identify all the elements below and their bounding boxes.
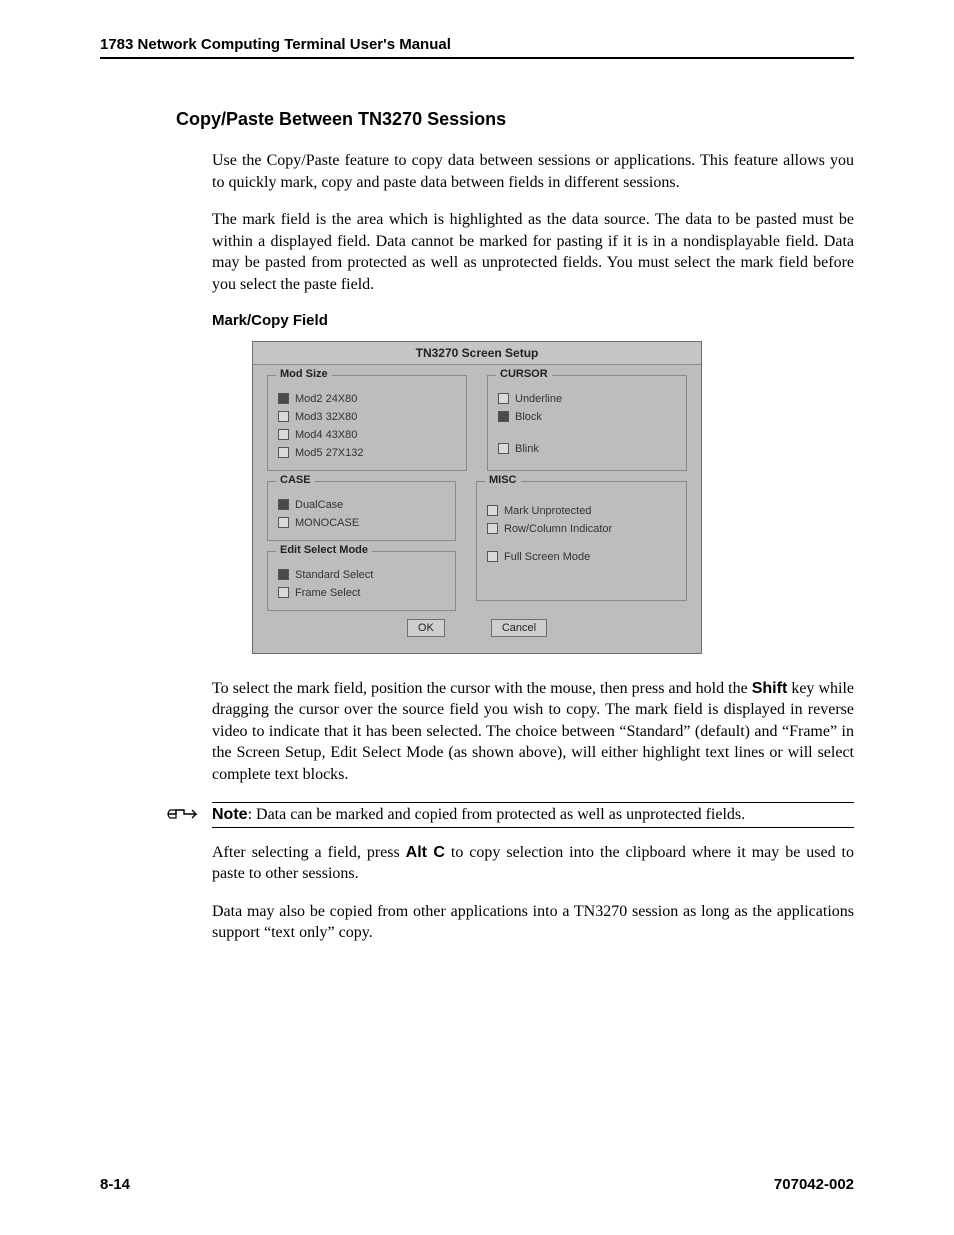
option-full-screen-mode[interactable]: Full Screen Mode (487, 548, 676, 566)
legend-mod-size: Mod Size (276, 368, 332, 380)
note-block: Note: Data can be marked and copied from… (212, 802, 854, 828)
checkbox-icon (487, 551, 498, 562)
dialog-body: Mod Size Mod2 24X80 Mod3 32X80 Mod4 43X8… (253, 365, 701, 653)
page-header: 1783 Network Computing Terminal User's M… (100, 36, 854, 59)
option-blink[interactable]: Blink (498, 440, 676, 458)
option-dualcase[interactable]: DualCase (278, 496, 445, 514)
group-edit-select-mode: Edit Select Mode Standard Select Frame S… (267, 551, 456, 611)
tn3270-screen-setup-dialog: TN3270 Screen Setup Mod Size Mod2 24X80 … (252, 341, 702, 654)
section-heading: Copy/Paste Between TN3270 Sessions (176, 109, 854, 130)
intro-para-1: Use the Copy/Paste feature to copy data … (212, 150, 854, 193)
checkbox-icon (278, 429, 289, 440)
option-monocase[interactable]: MONOCASE (278, 514, 445, 532)
header-title: 1783 Network Computing Terminal User's M… (100, 36, 451, 53)
legend-misc: MISC (485, 474, 521, 486)
option-standard-select[interactable]: Standard Select (278, 566, 445, 584)
legend-cursor: CURSOR (496, 368, 552, 380)
page-number: 8-14 (100, 1176, 130, 1193)
checkbox-icon (487, 505, 498, 516)
intro-para-2: The mark field is the area which is high… (212, 209, 854, 295)
checkbox-icon (278, 411, 289, 422)
checkbox-icon (278, 569, 289, 580)
after-para-1: To select the mark field, position the c… (212, 678, 854, 786)
option-mod2[interactable]: Mod2 24X80 (278, 390, 456, 408)
dialog-button-row: OK Cancel (267, 611, 687, 647)
group-cursor: CURSOR Underline Block Blink (487, 375, 687, 471)
after-para-3: Data may also be copied from other appli… (212, 901, 854, 944)
altc-key-label: Alt C (406, 844, 445, 861)
document-number: 707042-002 (774, 1176, 854, 1193)
ok-button[interactable]: OK (407, 619, 445, 637)
checkbox-icon (278, 393, 289, 404)
checkbox-icon (278, 499, 289, 510)
option-underline[interactable]: Underline (498, 390, 676, 408)
checkbox-icon (498, 443, 509, 454)
legend-case: CASE (276, 474, 315, 486)
group-mod-size: Mod Size Mod2 24X80 Mod3 32X80 Mod4 43X8… (267, 375, 467, 471)
option-mod3[interactable]: Mod3 32X80 (278, 408, 456, 426)
option-mark-unprotected[interactable]: Mark Unprotected (487, 502, 676, 520)
checkbox-icon (278, 587, 289, 598)
subsection-heading: Mark/Copy Field (212, 312, 854, 329)
cancel-button[interactable]: Cancel (491, 619, 547, 637)
checkbox-icon (278, 447, 289, 458)
checkbox-icon (278, 517, 289, 528)
option-row-column-indicator[interactable]: Row/Column Indicator (487, 520, 676, 538)
note-label: Note (212, 806, 248, 823)
note-line: Note: Data can be marked and copied from… (212, 806, 854, 824)
group-misc: MISC Mark Unprotected Row/Column Indicat… (476, 481, 687, 601)
page-footer: 8-14 707042-002 (100, 1176, 854, 1193)
option-mod4[interactable]: Mod4 43X80 (278, 426, 456, 444)
option-mod5[interactable]: Mod5 27X132 (278, 444, 456, 462)
checkbox-icon (487, 523, 498, 534)
after-para-2: After selecting a field, press Alt C to … (212, 842, 854, 885)
shift-key-label: Shift (752, 680, 788, 697)
checkbox-icon (498, 411, 509, 422)
option-frame-select[interactable]: Frame Select (278, 584, 445, 602)
legend-edit-select: Edit Select Mode (276, 544, 372, 556)
note-hand-icon (166, 804, 200, 824)
checkbox-icon (498, 393, 509, 404)
dialog-title: TN3270 Screen Setup (253, 342, 701, 365)
option-block[interactable]: Block (498, 408, 676, 426)
group-case: CASE DualCase MONOCASE (267, 481, 456, 541)
